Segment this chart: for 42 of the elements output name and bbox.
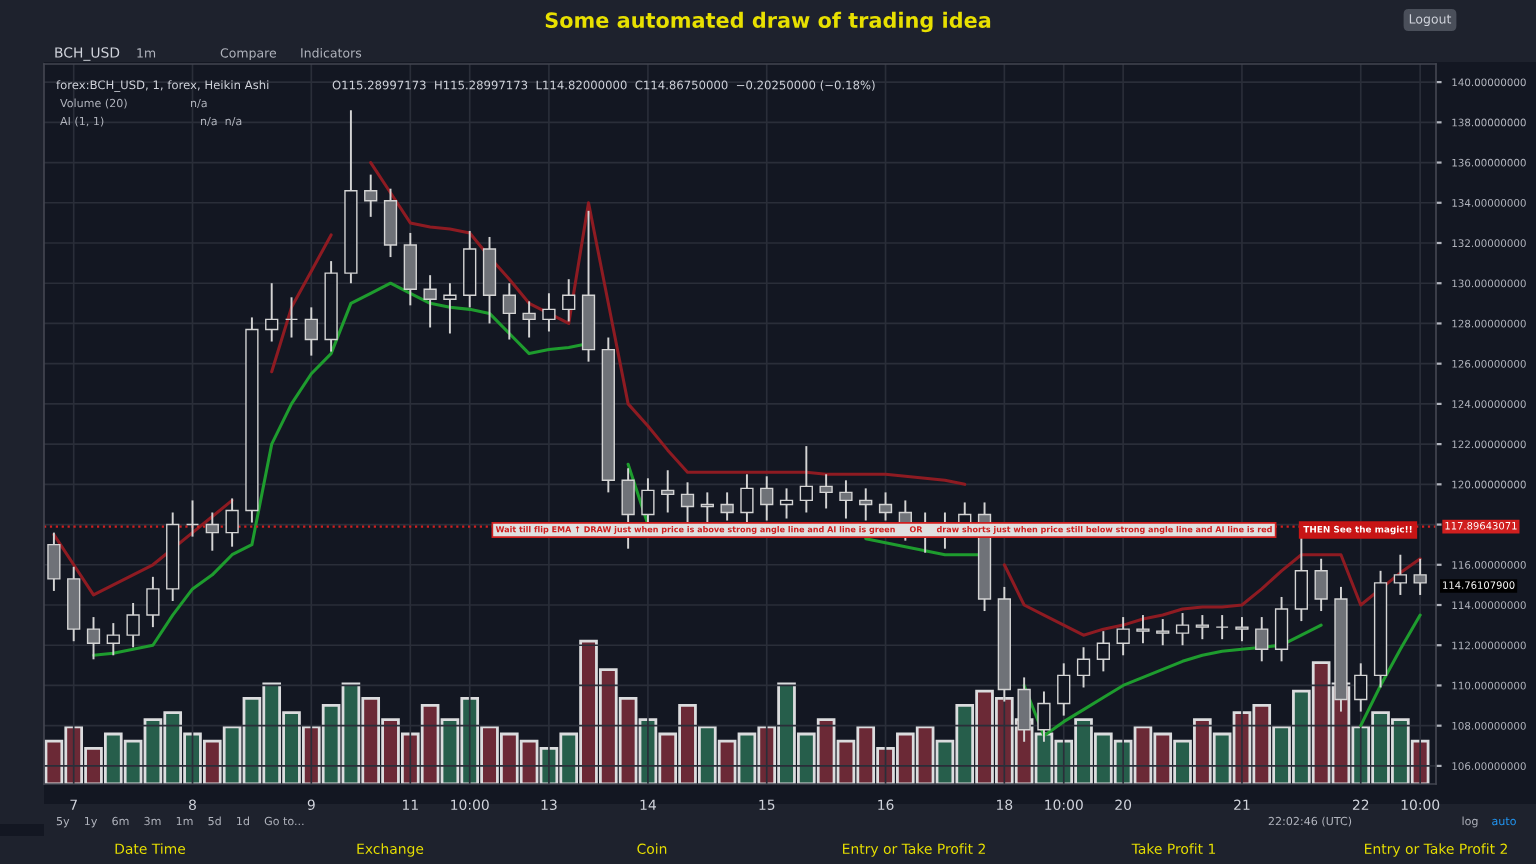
- candlestick: [1195, 614, 1209, 641]
- candlestick: [562, 278, 576, 323]
- candlestick: [1255, 616, 1269, 663]
- candlestick: [403, 231, 417, 307]
- candlestick: [1136, 614, 1150, 645]
- candlestick: [1076, 646, 1091, 689]
- candlestick: [126, 602, 140, 649]
- candlestick: [482, 235, 497, 325]
- candlestick: [47, 531, 61, 592]
- candlestick: [1096, 630, 1110, 673]
- candlestick: [1274, 595, 1289, 663]
- candlestick: [423, 274, 437, 329]
- candlestick: [1354, 662, 1368, 713]
- candlestick: [364, 173, 378, 218]
- candlestick: [1215, 614, 1229, 641]
- chart-title: Some automated draw of trading idea: [545, 11, 991, 33]
- candlestick: [284, 296, 299, 339]
- candlestick: [1175, 612, 1190, 647]
- candlestick: [205, 511, 219, 552]
- candlestick: [146, 575, 160, 629]
- candlestick: [106, 622, 120, 657]
- candlestick: [1413, 557, 1427, 596]
- candlestick: [265, 282, 279, 343]
- candlestick: [463, 229, 477, 309]
- candlestick: [799, 445, 813, 514]
- candlestick: [1393, 553, 1407, 596]
- candlestick: [383, 187, 398, 259]
- candlestick: [86, 616, 101, 661]
- candlestick: [522, 300, 536, 339]
- candlestick: [819, 473, 833, 510]
- candlestick: [1116, 616, 1130, 657]
- candlestick: [661, 469, 675, 514]
- candlestick: [542, 292, 556, 333]
- candlestick: [225, 497, 239, 548]
- candlestick: [304, 306, 318, 357]
- candlestick: [1235, 616, 1249, 643]
- candlestick: [1156, 618, 1170, 647]
- candlestick: [1314, 557, 1328, 613]
- candlestick: [443, 282, 457, 335]
- candlestick: [1057, 662, 1071, 717]
- candlestick: [502, 282, 516, 341]
- candlestick: [185, 499, 200, 538]
